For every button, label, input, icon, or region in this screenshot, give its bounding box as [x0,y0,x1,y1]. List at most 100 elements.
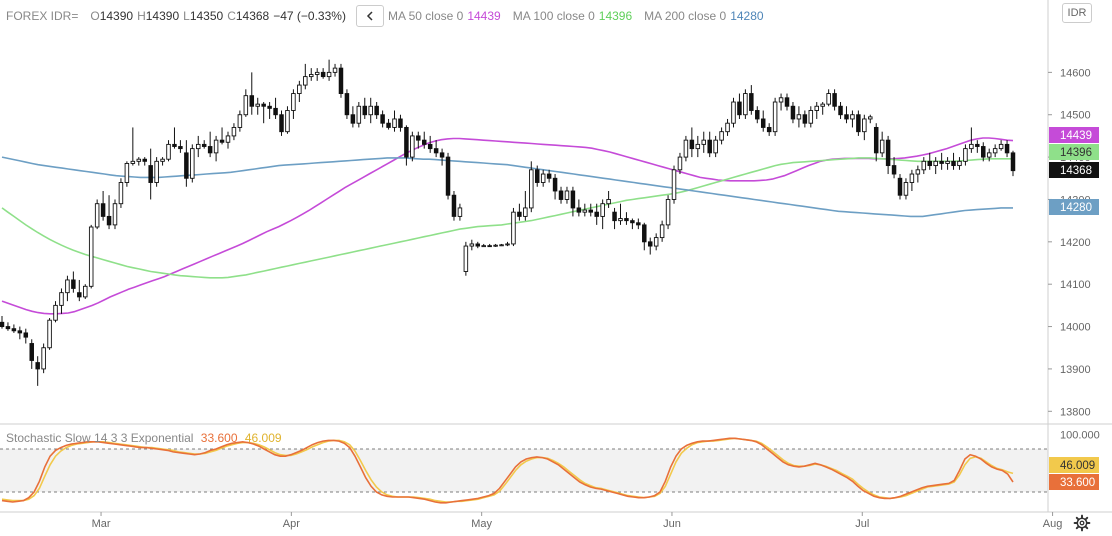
candle-body [421,139,427,145]
candle-body [332,67,338,73]
candle-body [410,135,415,158]
candle-body [172,143,177,147]
candle-body [392,118,397,128]
candle-body [83,285,88,298]
candle-body [439,152,445,158]
high-value: 14390 [145,9,180,23]
candle [386,118,391,130]
candle [707,131,712,158]
candle-body [909,173,915,183]
candle [130,127,136,166]
candle-body [772,101,778,133]
candle-body [636,222,641,226]
candle [511,207,516,247]
candle [546,169,552,183]
candle [719,127,724,145]
change-value: −47 (−0.33%) [273,9,346,23]
candle-body [225,135,231,143]
candle-body [707,139,712,154]
candle [1010,150,1016,177]
candle [695,135,701,158]
candle [380,110,385,128]
candle [630,218,635,230]
candle-body [160,158,165,162]
candle-body [671,169,677,200]
ma50-badge: 14439 [1049,127,1099,143]
candle-body [368,105,373,116]
candle-body [975,143,980,147]
candle-body [802,114,808,124]
collapse-legend-button[interactable] [355,5,384,27]
candle-body [94,203,100,228]
candle-body [380,114,385,124]
chart-header: FOREX IDR= O 14390 H 14390 L 14350 C 14368 −… [6,5,768,27]
candle-body [992,148,998,154]
candle [65,275,70,302]
candle-body [196,143,201,150]
candle-body [529,169,534,209]
candle-body [939,160,944,164]
candle-body [112,203,118,226]
candle [766,123,772,136]
ma100-line [1,157,1013,279]
candle [219,127,225,145]
price-tick-label: 14500 [1060,110,1091,122]
ma100-value: 14396 [598,9,633,23]
candle [83,284,88,300]
candle [814,102,819,119]
candle-body [100,203,106,217]
currency-button[interactable]: IDR [1062,3,1092,23]
stochastic-legend: Stochastic Slow 14 3 3 Exponential 33.60… [6,431,282,445]
candle [148,148,153,200]
candle-body [588,209,594,213]
stochastic-k-line [1,437,1014,504]
svg-text:14396: 14396 [1060,147,1092,159]
candle [879,131,885,158]
candle-body [790,105,796,120]
candle-body [921,160,927,171]
candle-body [505,243,510,246]
candle [207,131,213,158]
candle [267,102,272,119]
candle [291,89,296,119]
moving-average-lines [1,137,1014,315]
candle [398,114,403,132]
candle [439,148,445,166]
candle-body [77,292,82,298]
candle [35,356,40,386]
price-tick-label: 14600 [1060,67,1091,79]
candle [374,102,379,119]
candle [778,93,784,111]
candle [642,222,647,251]
candle [196,135,201,158]
price-tick-label: 14000 [1060,322,1091,334]
candle-body [760,118,766,128]
candle [59,288,64,314]
candle [517,203,522,221]
candle-body [154,160,159,183]
candle-body [338,67,344,94]
candle-body [1010,152,1016,172]
svg-text:14439: 14439 [1060,130,1092,142]
candle [963,144,968,166]
candle-body [986,152,992,158]
gear-icon[interactable] [1073,514,1091,532]
candle-body [862,118,867,133]
candle-body [23,332,29,338]
candle-body [897,177,903,196]
candle-body [29,343,34,361]
open-value: 14390 [99,9,134,23]
candle [225,131,231,149]
candle-body [665,199,671,226]
candle-body [255,103,260,107]
candle-body [207,146,213,154]
candle-body [190,148,195,179]
candle [237,110,243,132]
price-tick-label: 14100 [1060,279,1091,291]
candle [570,186,576,217]
candle [760,110,766,132]
candle-body [766,126,772,133]
candle [0,315,5,329]
candle [344,89,350,119]
candle [689,127,695,158]
